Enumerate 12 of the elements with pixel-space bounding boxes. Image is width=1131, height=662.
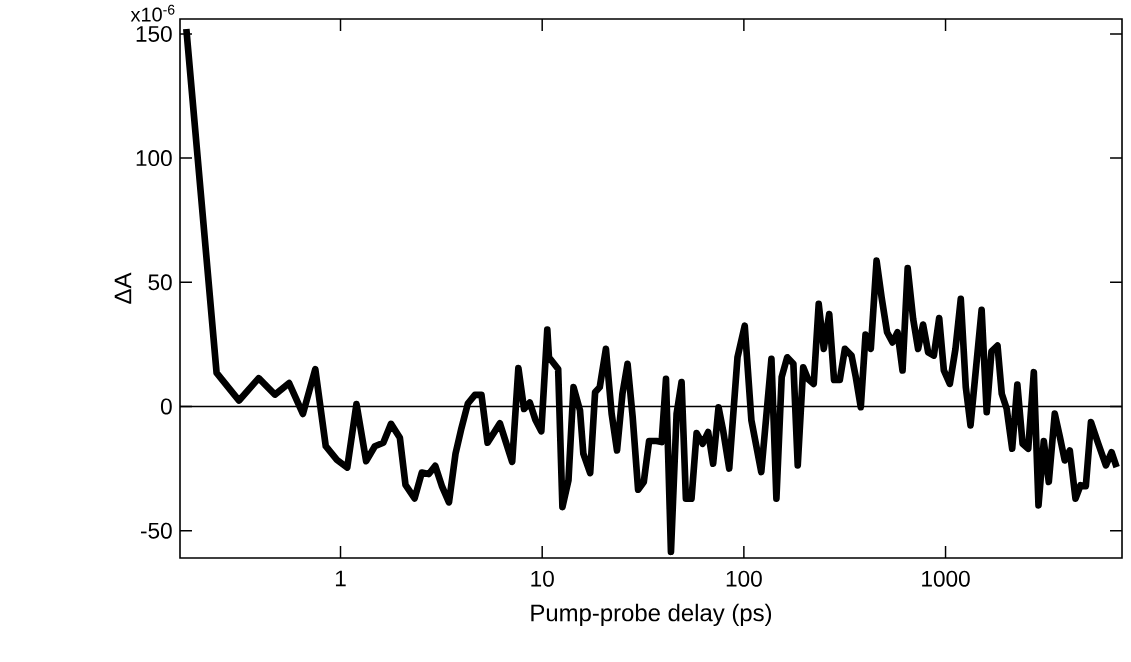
y-tick-label: 0 (160, 398, 172, 415)
x-axis-title: Pump-probe delay (ps) (531, 603, 772, 627)
x-tick-label: 1000 (922, 570, 970, 587)
x-tick-label: 100 (726, 570, 762, 587)
y-tick-label: -50 (141, 522, 172, 539)
y-tick-label: 150 (136, 25, 172, 42)
y-axis-title: ΔA (114, 272, 132, 304)
x-tick-label: 1 (335, 570, 346, 587)
text: x10$^{-6}$ (130, 4, 175, 22)
y-tick-label: 50 (148, 274, 172, 291)
y-tick-label: 100 (136, 150, 172, 167)
x-tick-label: 10 (531, 570, 554, 587)
